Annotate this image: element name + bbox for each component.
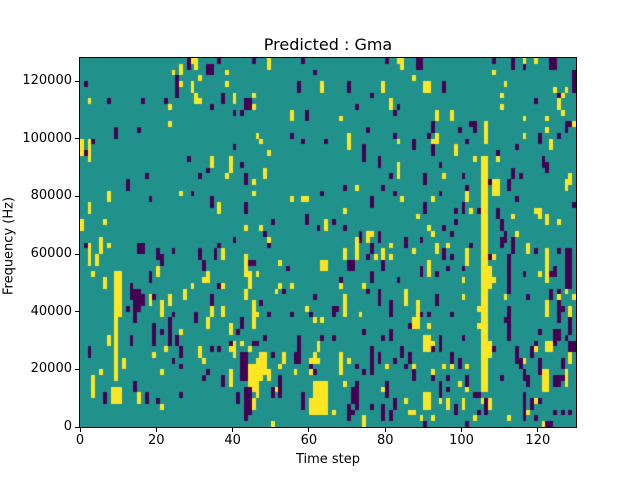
x-tick-mark	[537, 428, 539, 432]
x-axis-label: Time step	[295, 452, 361, 467]
x-tick-label: 100	[449, 433, 474, 448]
chart-title: Predicted : Gma	[263, 35, 393, 54]
x-tick-label: 120	[525, 433, 551, 448]
y-tick-label: 60000	[30, 246, 72, 262]
y-tick-mark	[75, 311, 79, 313]
plot-area	[79, 57, 577, 428]
x-tick-mark	[79, 428, 81, 432]
x-tick-label: 60	[300, 433, 318, 448]
heatmap-canvas	[80, 58, 576, 427]
x-tick-mark	[232, 428, 234, 432]
x-tick-label: 20	[148, 433, 165, 448]
y-tick-label: 20000	[30, 361, 72, 377]
y-tick-mark	[75, 138, 79, 140]
x-tick-label: 80	[376, 433, 394, 448]
x-tick-mark	[384, 428, 386, 432]
y-tick-label: 100000	[22, 130, 72, 146]
x-tick-mark	[461, 428, 463, 432]
y-tick-label: 0	[63, 419, 72, 434]
x-tick-mark	[155, 428, 157, 432]
x-tick-label: 0	[75, 433, 85, 448]
y-tick-mark	[75, 426, 79, 428]
y-tick-mark	[75, 368, 79, 370]
y-tick-label: 120000	[22, 73, 72, 89]
y-tick-mark	[75, 195, 79, 197]
y-tick-mark	[75, 253, 79, 255]
x-tick-mark	[308, 428, 310, 432]
y-tick-label: 40000	[30, 303, 72, 319]
y-tick-mark	[75, 80, 79, 82]
x-tick-label: 40	[224, 433, 241, 448]
y-tick-label: 80000	[30, 188, 72, 204]
